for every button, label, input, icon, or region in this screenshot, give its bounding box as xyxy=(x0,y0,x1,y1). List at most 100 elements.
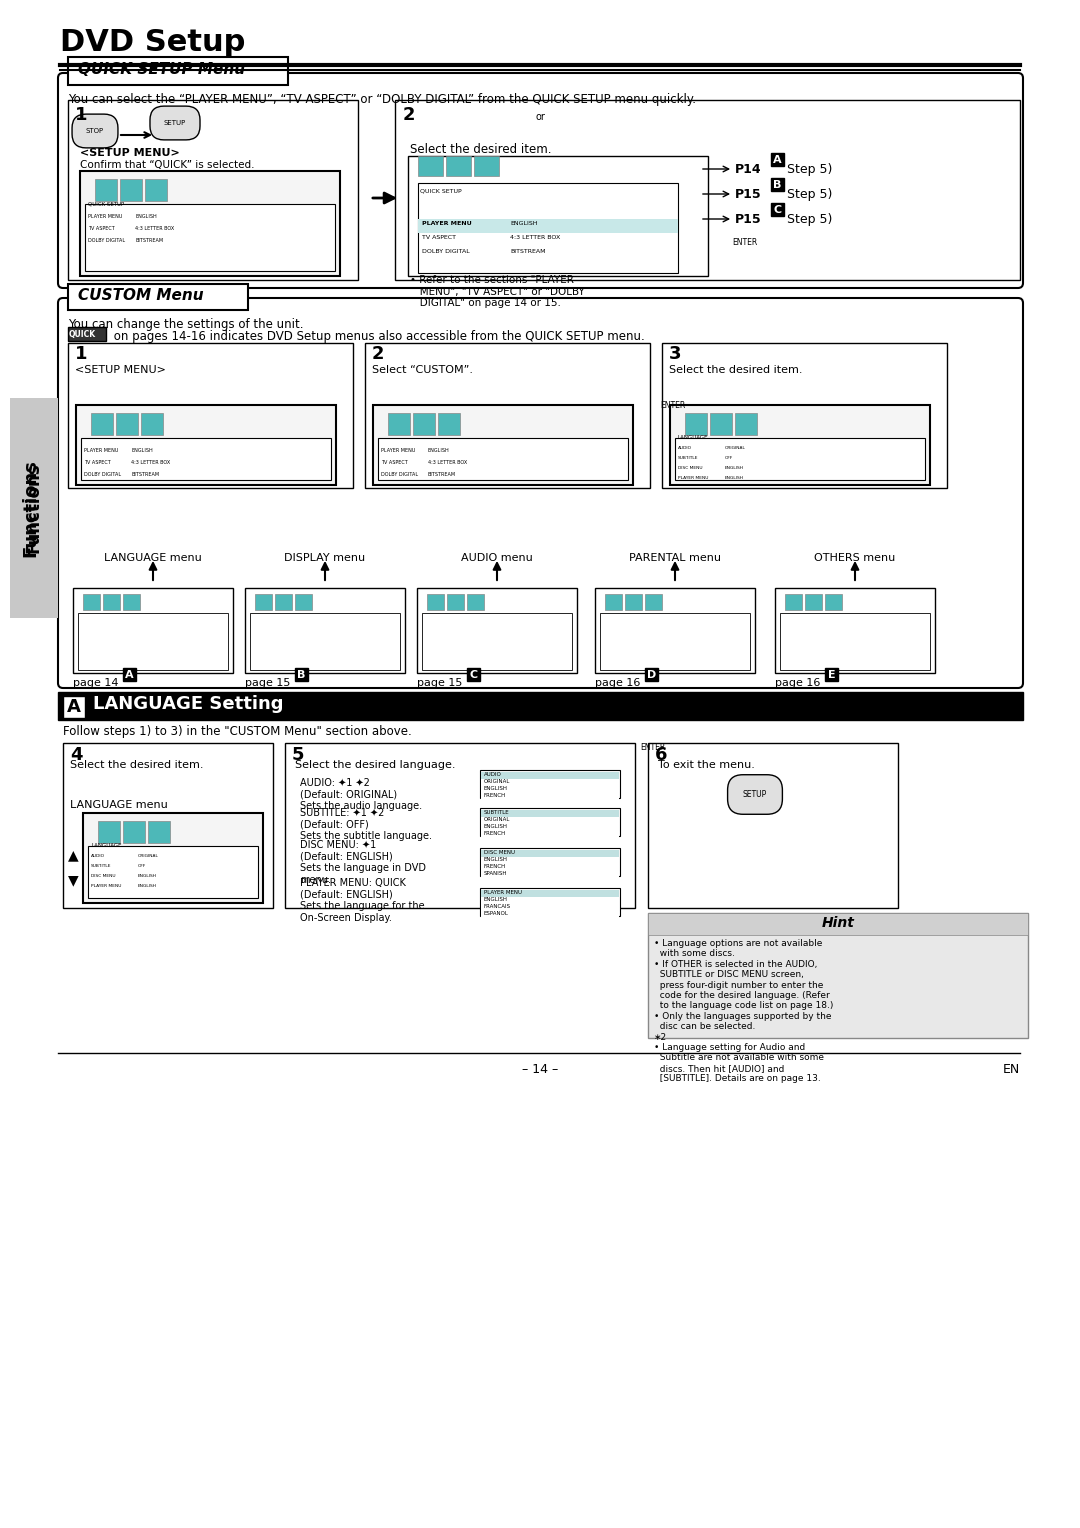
Bar xyxy=(285,743,635,908)
Text: P14: P14 xyxy=(735,163,761,176)
Text: PLAYER MENU: PLAYER MENU xyxy=(84,448,119,452)
Text: page 16: page 16 xyxy=(775,678,821,688)
Text: ENTER: ENTER xyxy=(640,743,665,752)
Bar xyxy=(255,594,272,610)
Text: PLAYER MENU: PLAYER MENU xyxy=(91,885,121,888)
Text: Step 5): Step 5) xyxy=(787,188,833,202)
Text: SETUP: SETUP xyxy=(743,790,767,799)
Bar xyxy=(670,405,930,484)
Bar xyxy=(480,888,620,915)
Bar xyxy=(645,594,662,610)
Bar xyxy=(81,439,330,480)
Bar xyxy=(648,914,1028,935)
Text: ENGLISH: ENGLISH xyxy=(428,448,449,452)
Bar xyxy=(116,413,138,435)
Text: FRENCH: FRENCH xyxy=(484,831,507,836)
Text: page 14: page 14 xyxy=(73,678,119,688)
Bar xyxy=(123,668,136,681)
Text: ORIGINAL: ORIGINAL xyxy=(484,817,511,822)
Bar xyxy=(418,219,678,232)
Bar xyxy=(481,905,619,911)
Bar xyxy=(775,588,935,672)
Text: ENGLISH: ENGLISH xyxy=(484,824,508,830)
Bar xyxy=(480,808,620,836)
Text: P15: P15 xyxy=(735,188,761,202)
Bar xyxy=(600,613,750,669)
Bar xyxy=(95,179,117,202)
Text: Select the desired language.: Select the desired language. xyxy=(295,759,456,770)
Bar xyxy=(685,413,707,435)
Bar xyxy=(735,413,757,435)
Bar xyxy=(58,692,1023,720)
Bar xyxy=(675,439,924,480)
Text: AUDIO menu: AUDIO menu xyxy=(461,553,532,562)
Bar xyxy=(481,779,619,785)
Text: ENGLISH: ENGLISH xyxy=(135,214,157,219)
Text: Select the desired item.: Select the desired item. xyxy=(70,759,203,770)
Text: DISPLAY menu: DISPLAY menu xyxy=(284,553,365,562)
Text: LANGUAGE Setting: LANGUAGE Setting xyxy=(93,695,283,714)
FancyBboxPatch shape xyxy=(58,73,1023,287)
Text: ORIGINAL: ORIGINAL xyxy=(725,446,746,451)
Text: AUDIO: AUDIO xyxy=(484,772,502,778)
Text: ▼: ▼ xyxy=(68,872,79,886)
Text: Step 5): Step 5) xyxy=(787,212,833,226)
Text: EN: EN xyxy=(1002,1063,1020,1076)
Bar xyxy=(422,613,572,669)
Bar xyxy=(645,668,658,681)
Text: ENTER: ENTER xyxy=(660,400,685,410)
Bar xyxy=(85,205,335,270)
Text: <SETUP MENU>: <SETUP MENU> xyxy=(80,148,179,157)
Text: B: B xyxy=(297,669,306,680)
Text: ENGLISH: ENGLISH xyxy=(138,885,157,888)
Bar xyxy=(145,179,167,202)
Bar xyxy=(68,57,288,86)
Bar xyxy=(76,405,336,484)
Bar xyxy=(825,668,838,681)
Text: 5: 5 xyxy=(292,746,305,764)
Text: TV ASPECT: TV ASPECT xyxy=(84,460,111,465)
Text: Functions: Functions xyxy=(25,463,43,553)
Bar xyxy=(480,848,620,876)
Text: QUICK: QUICK xyxy=(69,330,96,339)
Text: LANGUAGE: LANGUAGE xyxy=(91,843,121,848)
Text: AUDIO: AUDIO xyxy=(91,854,105,859)
Text: 4:3 LETTER BOX: 4:3 LETTER BOX xyxy=(135,226,174,231)
Text: DISC MENU: DISC MENU xyxy=(678,466,702,471)
Bar xyxy=(365,342,650,487)
Bar xyxy=(63,743,273,908)
Bar xyxy=(63,695,85,718)
Text: <SETUP MENU>: <SETUP MENU> xyxy=(75,365,166,374)
Text: PLAYER MENU: QUICK
(Default: ENGLISH)
Sets the language for the
On-Screen Displa: PLAYER MENU: QUICK (Default: ENGLISH) Se… xyxy=(300,879,424,923)
Bar xyxy=(141,413,163,435)
Bar xyxy=(605,594,622,610)
Text: CUSTOM Menu: CUSTOM Menu xyxy=(78,287,204,303)
Text: ENGLISH: ENGLISH xyxy=(725,466,744,471)
Text: FRENCH: FRENCH xyxy=(484,863,507,869)
Text: ORIGINAL: ORIGINAL xyxy=(138,854,159,859)
Text: A: A xyxy=(125,669,134,680)
Bar xyxy=(68,342,353,487)
FancyBboxPatch shape xyxy=(58,298,1023,688)
Text: SUBTITLE: SUBTITLE xyxy=(91,863,111,868)
Text: 4: 4 xyxy=(70,746,82,764)
Bar xyxy=(648,743,897,908)
Bar xyxy=(78,613,228,669)
Bar xyxy=(395,99,1020,280)
Text: SUBTITLE: SUBTITLE xyxy=(484,810,510,814)
Text: DISC MENU: ✦1
(Default: ENGLISH)
Sets the language in DVD
menu.: DISC MENU: ✦1 (Default: ENGLISH) Sets th… xyxy=(300,840,426,885)
Bar xyxy=(625,594,642,610)
Text: TV ASPECT: TV ASPECT xyxy=(87,226,114,231)
Text: AUDIO: ✦1 ✦2
(Default: ORIGINAL)
Sets the audio language.: AUDIO: ✦1 ✦2 (Default: ORIGINAL) Sets th… xyxy=(300,778,422,811)
Text: – 14 –: – 14 – xyxy=(522,1063,558,1076)
Bar xyxy=(467,668,480,681)
Text: ENTER: ENTER xyxy=(732,238,757,248)
Text: 2: 2 xyxy=(372,345,384,364)
Bar xyxy=(68,284,248,310)
Bar xyxy=(418,156,443,176)
Bar xyxy=(481,817,619,824)
Bar xyxy=(83,813,264,903)
Text: BITSTREAM: BITSTREAM xyxy=(135,238,163,243)
Text: 4:3 LETTER BOX: 4:3 LETTER BOX xyxy=(428,460,468,465)
Text: Select “CUSTOM”.: Select “CUSTOM”. xyxy=(372,365,473,374)
